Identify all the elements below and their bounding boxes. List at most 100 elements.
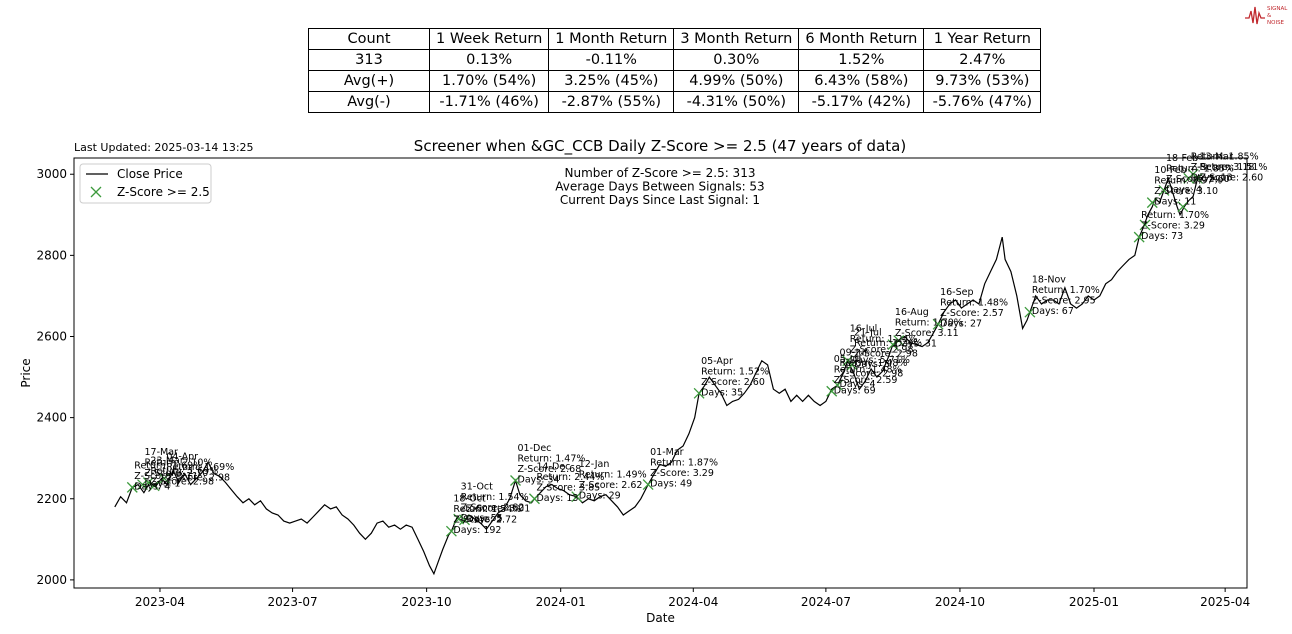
table-cell: 4.99% (50%) [673, 70, 800, 92]
zscore-signal-marker [148, 480, 160, 492]
last-updated-text: Last Updated: 2025-03-14 13:25 [74, 141, 254, 154]
table-header-cell: Count [308, 28, 430, 50]
signal-annotation-text: Z-Score: 2.98 [150, 477, 214, 488]
signal-annotation-text: Days: 29 [579, 491, 621, 502]
zscore-signal-marker [137, 479, 148, 491]
signal-annotation-text: Days: 13 [1191, 172, 1233, 183]
signal-annotation-text: Return: 1.70% [1032, 285, 1100, 296]
signal-annotation-text: Z-Score: 3.18 [1191, 162, 1255, 173]
signal-annotation-text: Return: 2.10% [144, 458, 212, 469]
signal-annotation-text: Days: 4 [1166, 184, 1202, 195]
signal-annotation-text: 05-Apr [701, 356, 733, 367]
signal-annotation-text: Return: 1.85% [1166, 163, 1234, 174]
table-cell: Avg(-) [308, 91, 430, 113]
signal-annotation-text: 18-Feb [1166, 153, 1198, 164]
y-tick-label: 2600 [36, 329, 67, 343]
y-tick-label: 2800 [36, 248, 67, 262]
signal-annotation-text: 18-Oct [453, 494, 485, 505]
y-tick-label: 2400 [36, 411, 67, 425]
zscore-signal-marker [510, 475, 521, 486]
signal-annotation-text: Return: 1.24% [854, 338, 922, 349]
zscore-signal-marker [1139, 219, 1151, 231]
signal-annotation-text: Days: 49 [650, 479, 692, 490]
table-cell: -1.71% (46%) [428, 91, 550, 113]
zscore-signal-marker [528, 493, 540, 505]
signal-annotation-text: Z-Score: 2.60 [1166, 174, 1230, 185]
signal-annotation-text: 10-Feb [1154, 165, 1186, 176]
signal-annotation-text: Z-Score: 3.29 [650, 468, 714, 479]
signal-annotation-text: Days: 13 [536, 493, 578, 504]
zscore-signal-marker [887, 339, 899, 351]
signal-annotation-text: 16-Jul [850, 323, 878, 334]
zscore-signal-marker [445, 525, 457, 537]
signal-annotation-text: Return: 1.69% [150, 466, 218, 477]
signal-annotation-text: Z-Score: 3.01 [467, 503, 531, 514]
signal-annotation-text: 21-Jul [854, 327, 882, 338]
table-cell: 0.13% [428, 49, 550, 71]
signal-annotation-text: Return: 1.48% [834, 364, 902, 375]
signal-annotation-text: 18-Nov [1032, 275, 1066, 286]
signal-annotation-text: Return: 1.69% [134, 460, 202, 471]
signal-annotation-text: Days: 31 [895, 339, 937, 350]
x-tick-label: 2023-10 [402, 595, 452, 609]
signal-annotation-text: Z-Score: 2.60 [1199, 172, 1263, 183]
zscore-signal-marker [126, 481, 138, 493]
signal-annotation-text: Return: 1.97% [1154, 176, 1222, 187]
signal-annotation-text: Days: 35 [701, 387, 743, 398]
x-tick-label: 2023-04 [135, 595, 185, 609]
table-row: Avg(+) 1.70% (54%) 3.25% (45%) 4.99% (50… [308, 70, 1042, 92]
signal-annotation-text: Z-Score: 3.29 [1141, 221, 1205, 232]
signal-annotation-text: Days: 55 [461, 513, 503, 524]
x-tick-label: 2025-04 [1200, 595, 1250, 609]
zscore-signal-marker [846, 359, 858, 371]
signal-annotation-text: Z-Score: 3.85 [536, 482, 600, 493]
signal-annotation-text: Return: 1.70% [1141, 210, 1209, 221]
y-tick-label: 2200 [36, 492, 67, 506]
legend-marker-swatch [90, 186, 102, 198]
signal-annotation-text: Return: 1.54% [453, 504, 521, 515]
signal-annotation-text: Return: 1.49% [579, 470, 647, 481]
signal-annotation-text: Z-Score: 2.98 [854, 348, 918, 359]
plot-frame [73, 157, 1248, 589]
signal-annotation-text: 01-Mar [650, 447, 684, 458]
x-tick-label: 2024-04 [668, 595, 718, 609]
signal-annotation-text: Z-Score: 3.11 [895, 328, 959, 339]
signal-annotation-text: 09-Jul [840, 348, 868, 359]
signal-annotation-text: Days: 5 [467, 514, 503, 525]
signal-annotation-text: Z-Score: 2.98 [850, 344, 914, 355]
logo-text-noise: NOISE [1267, 20, 1285, 26]
zscore-signal-marker [1146, 197, 1158, 209]
zscore-signal-marker [832, 379, 844, 391]
signal-annotation-text: 12-Jan [579, 459, 610, 470]
signal-annotation-text: Return: 1.47% [518, 454, 586, 465]
y-tick-label: 3000 [36, 167, 67, 181]
signal-annotation-text: Z-Score: 2.98 [840, 369, 904, 380]
legend-box [79, 163, 212, 204]
zscore-signal-marker [142, 477, 154, 488]
close-price-line [114, 174, 1200, 576]
signal-annotation-text: Return: 1.52% [701, 366, 769, 377]
zscore-signal-marker [158, 473, 170, 484]
logo-text-amp: & [1267, 13, 1272, 19]
signal-annotation-text: Days: 67 [1032, 306, 1074, 317]
zscore-signal-marker [1024, 306, 1036, 318]
signal-annotation-text: Z-Score: 2.82 [461, 503, 525, 514]
signal-annotation-text: 05-Jul [834, 354, 862, 365]
info-line: Number of Z-Score >= 2.5: 313 [565, 166, 756, 180]
signal-annotation-text: Days: 4 [840, 379, 876, 390]
zscore-signal-marker [1177, 201, 1189, 213]
legend-label-close-price: Close Price [117, 167, 183, 181]
signal-annotation-text: Z-Score: 2.68 [518, 464, 582, 475]
y-tick-label: 2000 [36, 573, 67, 587]
zscore-signal-marker [571, 491, 583, 503]
signal-annotation-text: 14-Dec [536, 461, 570, 472]
zscore-signal-marker [642, 479, 654, 491]
signal-annotation-text: Days: 34 [518, 475, 560, 486]
zscore-signal-marker [693, 387, 705, 399]
x-axis-label: Date [646, 611, 675, 625]
table-cell: -5.17% (42%) [798, 91, 925, 113]
signal-annotation-text: Return: 1.48% [840, 358, 908, 369]
table-cell: 6.43% (58%) [798, 70, 925, 92]
table-header-cell: 1 Week Return [428, 28, 550, 50]
info-line: Current Days Since Last Signal: 1 [560, 193, 760, 207]
